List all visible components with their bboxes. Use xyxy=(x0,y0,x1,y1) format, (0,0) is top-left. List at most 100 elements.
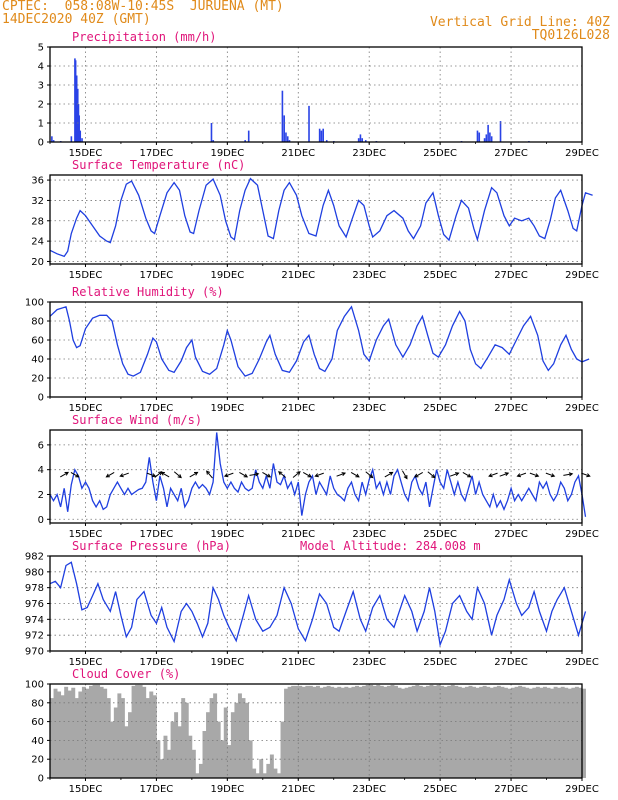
wind-arrow-23 xyxy=(414,471,424,478)
y-tick-label-2: 40 xyxy=(31,736,44,747)
wind-arrow-28 xyxy=(499,472,510,477)
x-tick-label-4: 23DEC xyxy=(352,148,386,159)
cloud-bar-54 xyxy=(241,698,246,778)
cloud-bar-32 xyxy=(163,735,168,778)
wind-arrow-33 xyxy=(581,472,591,478)
precip-bar-30 xyxy=(364,140,367,142)
wind-arrow-2 xyxy=(105,471,115,478)
precip-bar-27 xyxy=(357,138,360,142)
cloud-bar-72 xyxy=(305,685,310,778)
wind-arrow-6 xyxy=(160,471,170,478)
cloud-bar-108 xyxy=(433,685,437,778)
x-tick-label-3: 21DEC xyxy=(281,657,315,668)
precip-bar-34 xyxy=(478,132,481,142)
cloud-bar-65 xyxy=(280,721,285,778)
wind-arrow-8 xyxy=(189,471,199,478)
x-tick-label-1: 17DEC xyxy=(140,403,174,414)
y-tick-label-3: 976 xyxy=(25,599,44,610)
x-tick-label-5: 25DEC xyxy=(423,270,457,281)
panel-4: 0 2 4 6 Surface Wind (m/s) 15DEC 17DEC 19DEC 21D… xyxy=(38,413,599,540)
x-tick-label-0: 15DEC xyxy=(69,403,103,414)
x-tick-label-2: 19DEC xyxy=(210,270,244,281)
precip-bar-24 xyxy=(322,128,324,142)
cloud-bar-52 xyxy=(234,702,239,778)
wind-arrow-12 xyxy=(249,472,260,477)
precip-bar-35 xyxy=(483,138,486,142)
x-tick-label-5: 25DEC xyxy=(423,148,457,159)
y-tick-label-2: 40 xyxy=(31,355,44,366)
cloud-bar-38 xyxy=(184,702,189,778)
x-tick-label-5: 25DEC xyxy=(423,403,457,414)
cloud-bar-128 xyxy=(503,687,508,778)
precip-bar-16 xyxy=(281,90,284,142)
cloud-bar-118 xyxy=(468,685,473,778)
wind-arrow-26 xyxy=(462,471,472,478)
cloud-bar-24 xyxy=(135,684,140,778)
cloud-bar-94 xyxy=(383,686,388,778)
cloud-bar-62 xyxy=(269,754,274,778)
cloud-bar-50 xyxy=(227,745,232,778)
x-tick-label-3: 21DEC xyxy=(281,270,315,281)
cloud-bar-111 xyxy=(443,686,448,778)
wind-arrow-5 xyxy=(154,471,163,478)
cloud-bar-57 xyxy=(252,768,257,778)
cloud-bar-26 xyxy=(142,686,147,778)
cloud-bar-12 xyxy=(92,684,97,778)
precip-bar-13 xyxy=(212,140,215,142)
header-grid-line: Vertical Grid Line: 40Z xyxy=(429,15,610,30)
x-tick-label-2: 19DEC xyxy=(210,657,244,668)
y-tick-label-1: 20 xyxy=(31,755,44,766)
cloud-bar-113 xyxy=(450,684,455,778)
wind-arrow-4 xyxy=(146,472,157,478)
precip-bar-21 xyxy=(308,105,310,142)
cloud-bar-25 xyxy=(138,684,143,778)
cloud-bar-58 xyxy=(255,773,260,778)
precip-bar-29 xyxy=(361,138,364,142)
panel-title: Relative Humidity (%) xyxy=(72,285,224,299)
cloud-bar-17 xyxy=(110,721,115,778)
cloud-bar-141 xyxy=(550,688,555,778)
cloud-bar-1 xyxy=(53,688,58,778)
wind-arrow-0 xyxy=(60,471,69,478)
cloud-bar-105 xyxy=(422,686,427,778)
cloud-bar-27 xyxy=(145,698,150,778)
y-tick-label-0: 0 xyxy=(38,774,44,785)
cloud-bar-107 xyxy=(429,684,434,778)
panel-3: 0 20 40 60 80 100 Relative Humidity (%) 15DEC 17… xyxy=(25,285,599,414)
x-tick-label-2: 19DEC xyxy=(210,784,244,795)
cloud-bar-98 xyxy=(397,687,402,778)
precip-bar-10 xyxy=(79,130,82,142)
y-tick-label-4: 978 xyxy=(25,583,44,594)
cloud-bar-86 xyxy=(355,685,359,778)
cloud-bar-49 xyxy=(223,707,228,778)
y-tick-label-2: 974 xyxy=(25,615,44,626)
cloud-bar-103 xyxy=(415,684,420,778)
cloud-bar-100 xyxy=(404,687,409,778)
cloud-bar-80 xyxy=(333,687,338,778)
cloud-bar-138 xyxy=(539,687,544,778)
cloud-bar-39 xyxy=(188,735,193,778)
x-tick-label-1: 17DEC xyxy=(140,529,174,540)
series-line xyxy=(49,177,593,258)
y-tick-label-4: 36 xyxy=(31,176,44,187)
precip-bar-12 xyxy=(210,123,213,142)
x-tick-label-1: 17DEC xyxy=(140,270,174,281)
cloud-bar-20 xyxy=(120,698,125,778)
cloud-bar-90 xyxy=(369,684,374,778)
wind-arrow-24 xyxy=(427,471,436,479)
header-date: 14DEC2020 40Z (GMT) xyxy=(2,12,151,27)
y-tick-label-5: 100 xyxy=(25,680,44,691)
wind-arrow-32 xyxy=(563,472,574,477)
y-tick-label-5: 5 xyxy=(38,43,44,54)
cloud-bar-35 xyxy=(174,712,179,778)
panel-title: Surface Pressure (hPa) xyxy=(72,539,231,553)
wind-arrow-25 xyxy=(449,472,460,477)
cloud-bar-19 xyxy=(117,693,122,778)
cloud-bar-91 xyxy=(372,685,377,778)
x-tick-label-7: 29DEC xyxy=(565,529,599,540)
cloud-bar-33 xyxy=(167,749,171,778)
cloud-bar-76 xyxy=(319,687,324,778)
x-tick-label-5: 25DEC xyxy=(423,657,457,668)
cloud-bar-93 xyxy=(379,685,384,778)
